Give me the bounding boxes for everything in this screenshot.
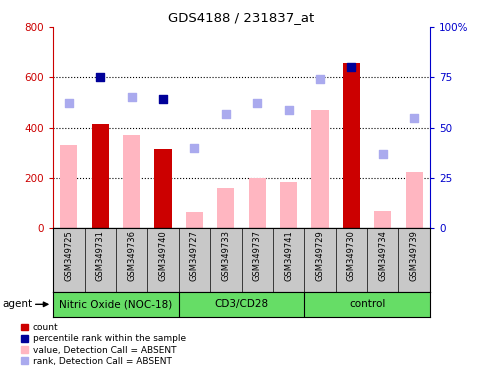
Text: GSM349739: GSM349739	[410, 230, 419, 281]
Text: GSM349734: GSM349734	[378, 230, 387, 281]
Point	[285, 106, 293, 113]
Bar	[217, 188, 234, 228]
Text: control: control	[349, 299, 385, 310]
Point	[97, 74, 104, 80]
Point	[348, 64, 355, 70]
Text: GSM349737: GSM349737	[253, 230, 262, 281]
Text: GSM349725: GSM349725	[64, 230, 73, 281]
Legend: count, percentile rank within the sample, value, Detection Call = ABSENT, rank, : count, percentile rank within the sample…	[19, 321, 187, 368]
Point	[316, 76, 324, 83]
Text: GSM349731: GSM349731	[96, 230, 105, 281]
Point	[222, 111, 230, 117]
Text: GSM349730: GSM349730	[347, 230, 356, 281]
Point	[253, 101, 261, 107]
Bar	[249, 178, 266, 228]
Point	[191, 145, 199, 151]
Bar	[312, 110, 328, 228]
Point	[379, 151, 387, 157]
Bar	[92, 124, 109, 228]
Text: GSM349729: GSM349729	[315, 230, 325, 281]
Text: Nitric Oxide (NOC-18): Nitric Oxide (NOC-18)	[59, 299, 172, 310]
Bar	[60, 145, 77, 228]
Bar	[123, 135, 140, 228]
Text: GSM349736: GSM349736	[127, 230, 136, 281]
Text: GSM349741: GSM349741	[284, 230, 293, 281]
Text: agent: agent	[2, 299, 32, 310]
Text: CD3/CD28: CD3/CD28	[214, 299, 269, 310]
Bar	[343, 63, 360, 228]
Point	[411, 114, 418, 121]
Point	[128, 94, 135, 101]
Bar	[374, 211, 391, 228]
Text: GSM349740: GSM349740	[158, 230, 168, 281]
Text: GSM349733: GSM349733	[221, 230, 230, 281]
Text: GDS4188 / 231837_at: GDS4188 / 231837_at	[169, 12, 314, 25]
Bar	[155, 149, 171, 228]
Bar	[280, 182, 297, 228]
Bar	[186, 212, 203, 228]
Point	[159, 96, 167, 103]
Bar	[406, 172, 423, 228]
Text: GSM349727: GSM349727	[190, 230, 199, 281]
Point	[65, 101, 73, 107]
